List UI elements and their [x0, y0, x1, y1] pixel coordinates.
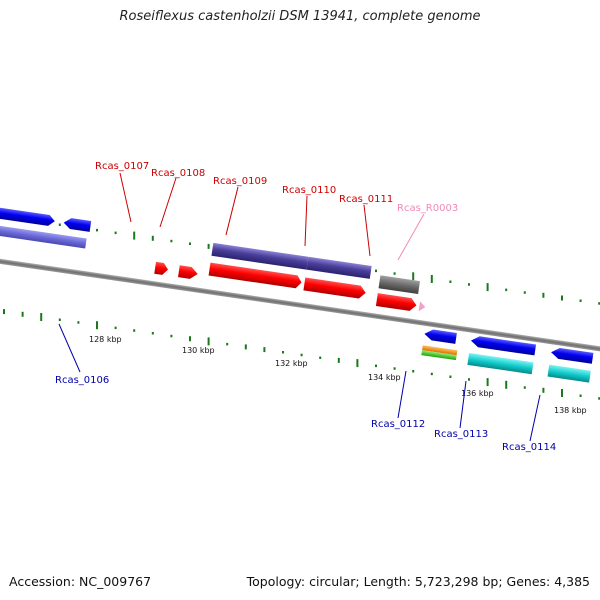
accession-text: Accession: NC_009767 [9, 574, 152, 589]
scale-label-132: 132 kbp [275, 359, 308, 368]
gene-0107[interactable] [154, 261, 169, 276]
gene-0111[interactable] [375, 293, 417, 312]
scale-label-138: 138 kbp [554, 406, 587, 415]
scale-label-134: 134 kbp [368, 373, 401, 382]
gene-0114-cds[interactable] [547, 364, 591, 383]
gene-0113[interactable] [470, 335, 537, 356]
scale-label-130: 130 kbp [182, 346, 215, 355]
gene-0112-orange[interactable] [422, 345, 458, 356]
gene-0112[interactable] [424, 328, 457, 344]
gene-0114[interactable] [550, 347, 594, 364]
gene-label-0114[interactable]: Rcas_0114 [502, 442, 556, 453]
gene-0112-green[interactable] [421, 350, 457, 361]
gene-0110[interactable] [303, 277, 366, 300]
gene-label-0113[interactable]: Rcas_0113 [434, 429, 488, 440]
gene-left-b[interactable] [63, 217, 92, 232]
gc-skew-track-bottom [3, 309, 600, 400]
gene-label-0108[interactable]: Rcas_0108 [151, 168, 205, 179]
gene-label-0111[interactable]: Rcas_0111 [339, 194, 393, 205]
gene-label-0112[interactable]: Rcas_0112 [371, 419, 425, 430]
gene-0111-cds[interactable] [378, 275, 420, 294]
map-title: Roseiflexus castenholzii DSM 13941, comp… [119, 9, 481, 24]
gene-label-0107[interactable]: Rcas_0107 [95, 161, 149, 172]
gene-label-R0003[interactable]: Rcas_R0003 [397, 203, 458, 214]
gene-0113-cds[interactable] [467, 352, 534, 375]
gene-left-a[interactable] [0, 207, 56, 227]
genes-top [154, 242, 426, 312]
gene-label-0110[interactable]: Rcas_0110 [282, 185, 336, 196]
leader-lines [58, 172, 541, 442]
scale-label-136: 136 kbp [461, 389, 494, 398]
gene-0109-cds[interactable] [211, 242, 309, 270]
gene-label-0106[interactable]: Rcas_0106 [55, 375, 109, 386]
gene-0108[interactable] [178, 265, 199, 280]
genome-summary-text: Topology: circular; Length: 5,723,298 bp… [246, 574, 590, 589]
gene-R0003[interactable] [418, 301, 426, 312]
gene-0110-cds[interactable] [306, 256, 372, 279]
genes-bottom [421, 328, 594, 383]
genes-left [0, 207, 92, 249]
gene-label-0109[interactable]: Rcas_0109 [213, 176, 267, 187]
genome-backbone [0, 250, 600, 366]
scale-label-128: 128 kbp [89, 335, 122, 344]
gene-0109[interactable] [208, 262, 303, 289]
gene-0106-cds[interactable] [0, 225, 87, 249]
